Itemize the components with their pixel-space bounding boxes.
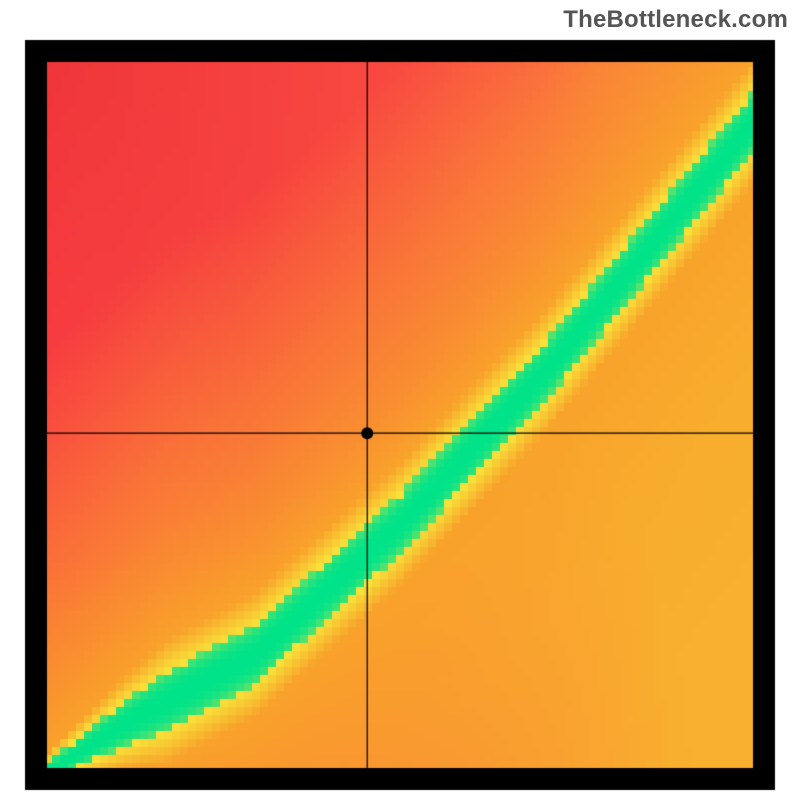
bottleneck-heatmap-canvas [0,0,800,800]
watermark-text: TheBottleneck.com [563,6,788,34]
chart-container: TheBottleneck.com [0,0,800,800]
